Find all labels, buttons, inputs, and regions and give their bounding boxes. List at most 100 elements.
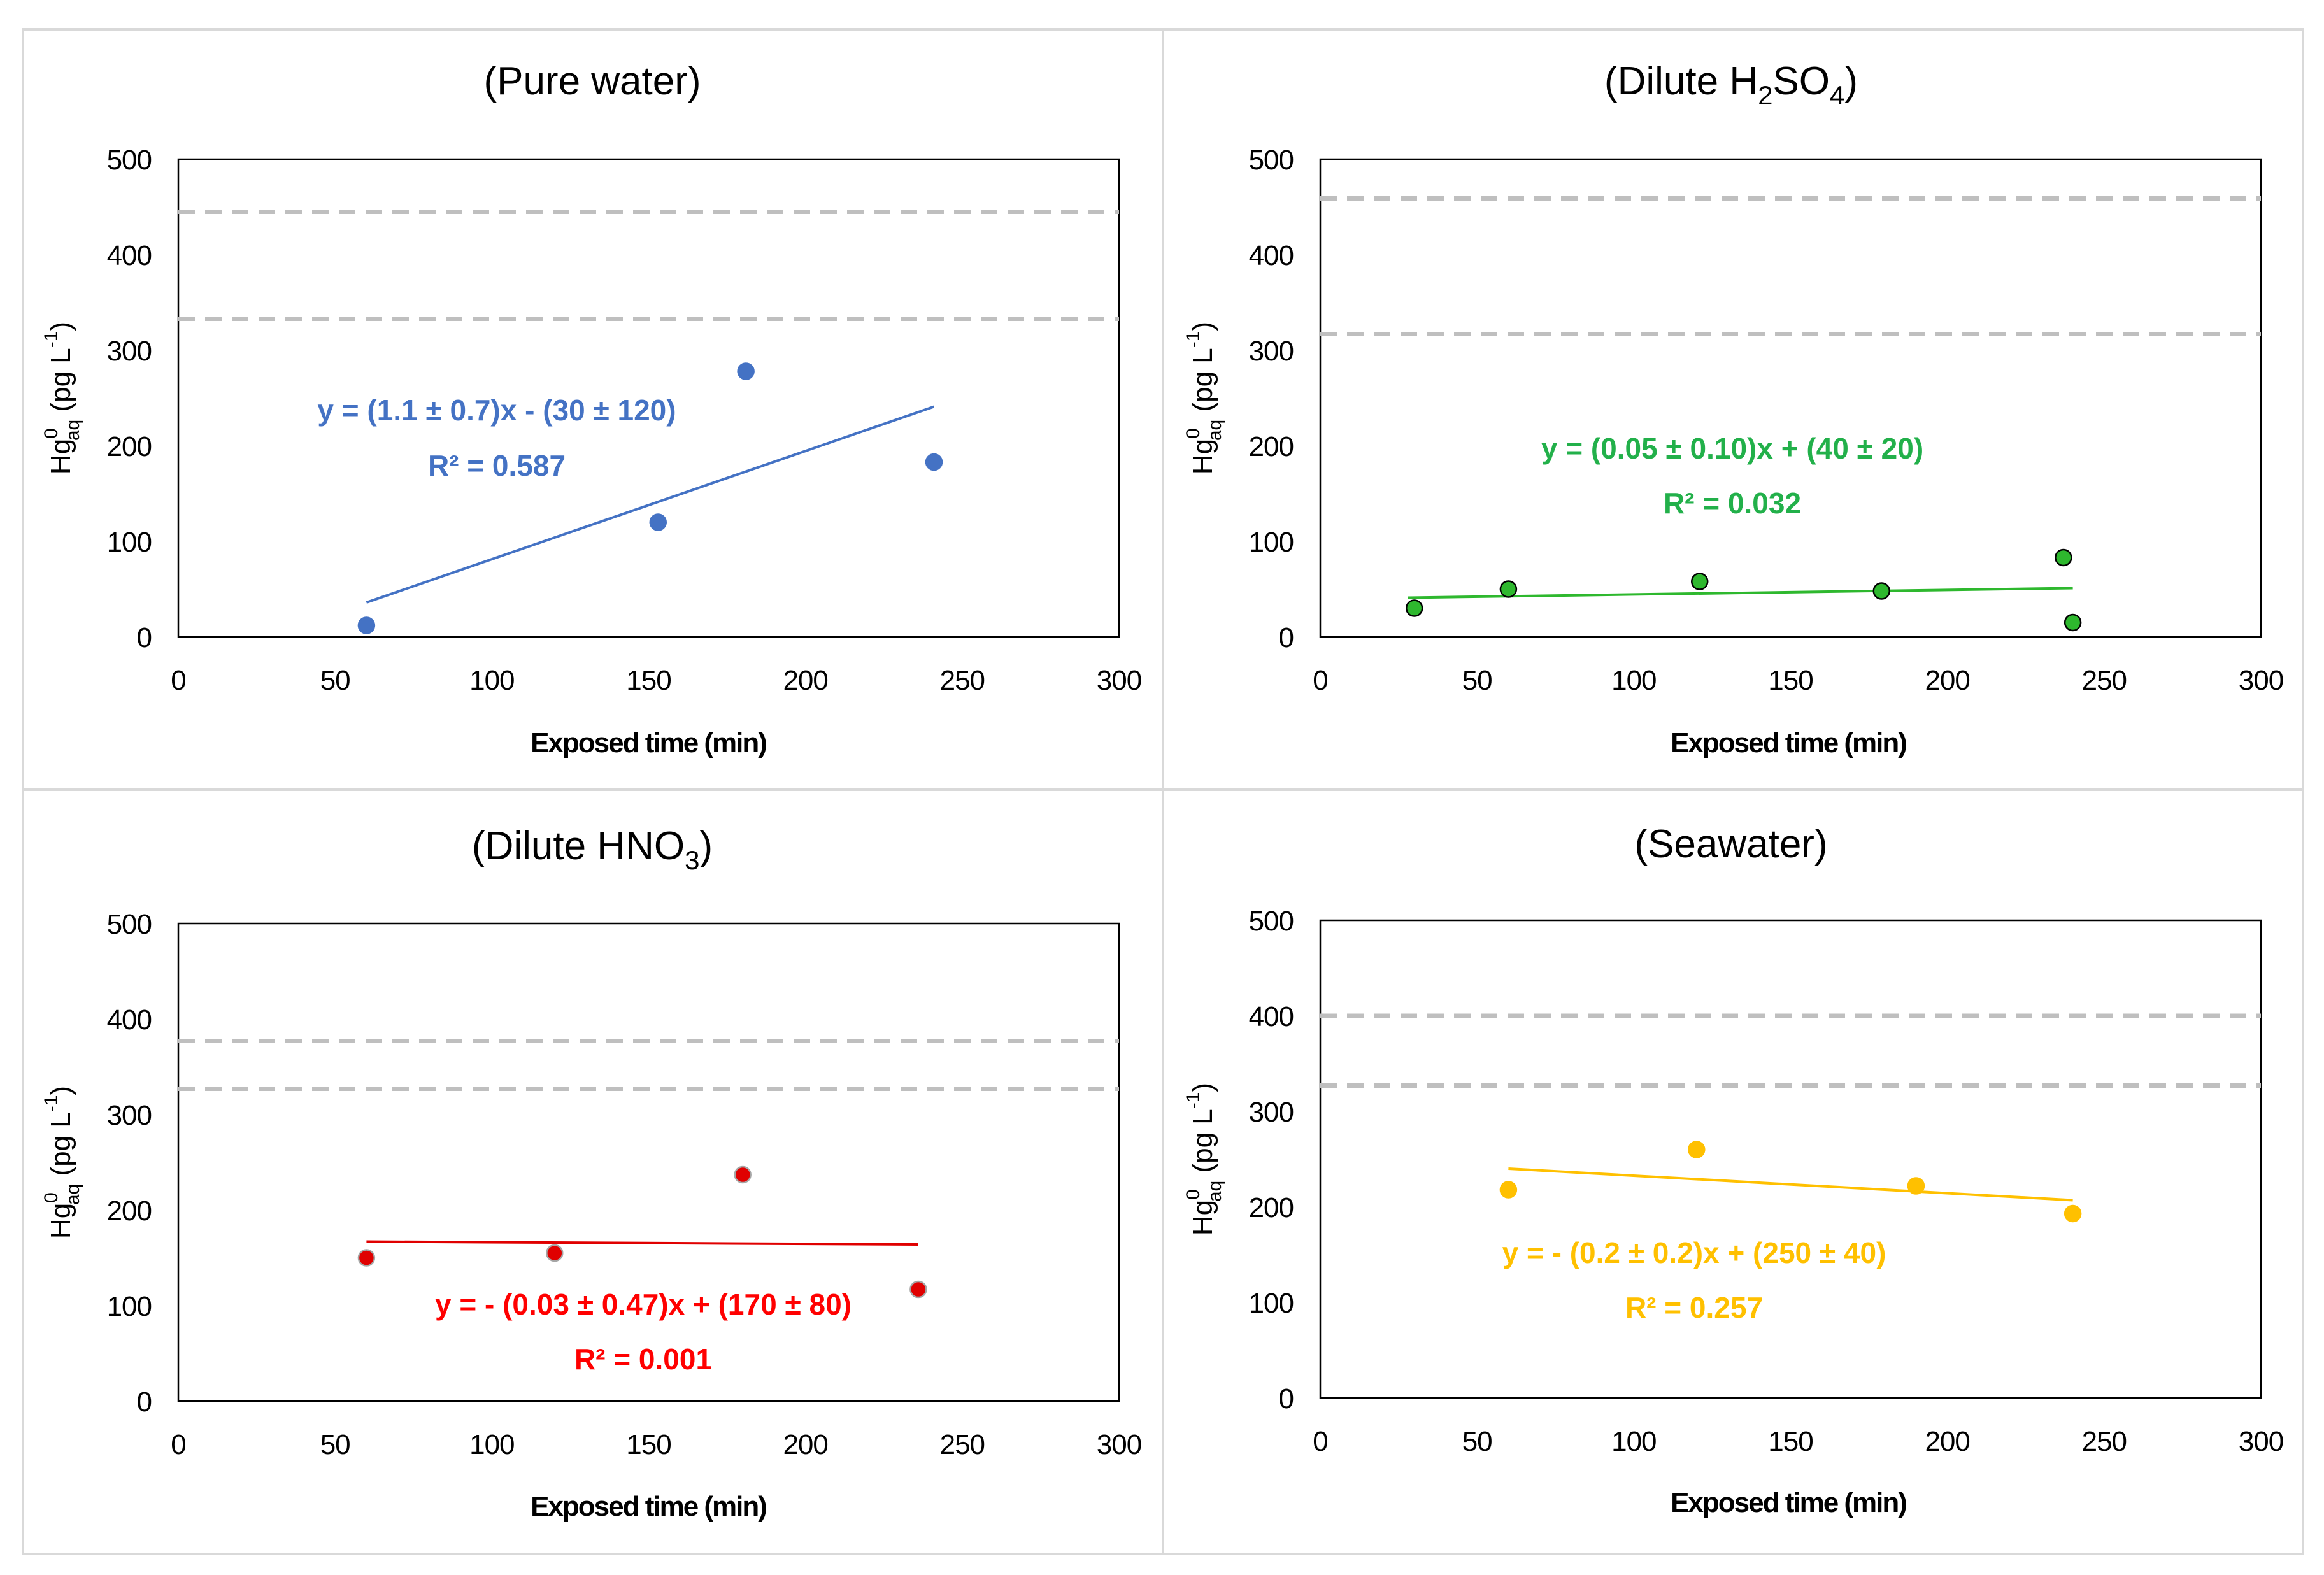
y-axis-title: Hg0aq (pg L-1): [1183, 1083, 1225, 1236]
x-tick-label: 300: [2239, 1426, 2283, 1457]
x-tick-labels: 0 50 100 150 200 250 300: [171, 665, 1142, 696]
x-tick-label: 150: [626, 1429, 671, 1460]
x-tick-label: 0: [171, 665, 185, 696]
y-tick-labels: 0 100 200 300 400 500: [1249, 145, 1294, 653]
trendline: [366, 405, 935, 604]
x-tick-label: 250: [940, 665, 985, 696]
data-point: [357, 616, 376, 634]
trendline-equation: y = (1.1 ± 0.7)x - (30 ± 120): [317, 394, 676, 427]
y-tick-label: 500: [107, 909, 152, 940]
x-tick-labels: 0 50 100 150 200 250 300: [1313, 665, 2284, 696]
y-tick-label: 400: [107, 1004, 152, 1036]
panel-title: (Seawater): [1634, 822, 1827, 866]
trendline-r2: R² = 0.032: [1664, 487, 1801, 520]
x-tick-label: 300: [2239, 665, 2283, 696]
panel-title: (Pure water): [483, 59, 701, 103]
y-axis-title: Hg0aq (pg L-1): [41, 322, 83, 474]
y-tick-label: 200: [1249, 431, 1294, 462]
trendline-group: [366, 405, 935, 604]
data-point: [909, 1280, 927, 1299]
x-tick-label: 100: [1611, 665, 1656, 696]
data-point: [1907, 1177, 1925, 1195]
x-axis-title: Exposed time (min): [1671, 727, 1906, 759]
panel-title: (Dilute HNO3): [472, 824, 713, 875]
x-tick-label: 200: [783, 1429, 827, 1460]
reference-lines: [178, 210, 1119, 321]
y-tick-label: 100: [107, 1291, 152, 1322]
y-axis-title: Hg0aq (pg L-1): [1183, 322, 1225, 474]
y-tick-label: 400: [107, 240, 152, 271]
trendline: [366, 1240, 918, 1246]
reference-lines: [1320, 196, 2261, 336]
x-tick-label: 200: [783, 665, 827, 696]
y-tick-label: 200: [107, 1195, 152, 1227]
y-axis-title: Hg0aq (pg L-1): [41, 1086, 83, 1239]
data-point: [2055, 548, 2072, 567]
y-tick-labels: 0 100 200 300 400 500: [107, 909, 152, 1418]
x-tick-label: 300: [1097, 665, 1141, 696]
x-axis-title: Exposed time (min): [1671, 1487, 1906, 1518]
panel-title: (Dilute H2SO4): [1604, 59, 1858, 110]
y-tick-label: 100: [1249, 527, 1294, 558]
y-tick-label: 100: [107, 527, 152, 558]
x-tick-label: 0: [171, 1429, 185, 1460]
y-tick-label: 300: [107, 1100, 152, 1131]
plot-area: [177, 922, 1120, 1402]
trendline-equation: y = - (0.2 ± 0.2)x + (250 ± 40): [1502, 1236, 1886, 1269]
x-tick-labels: 0 50 100 150 200 250 300: [171, 1429, 1142, 1460]
trendline-group: [366, 1240, 918, 1246]
trendline-equation: y = (0.05 ± 0.10)x + (40 ± 20): [1541, 432, 1923, 465]
x-tick-label: 250: [2082, 1426, 2127, 1457]
x-tick-label: 300: [1097, 1429, 1141, 1460]
data-point: [649, 513, 667, 531]
reference-lines: [1320, 1013, 2261, 1088]
y-tick-label: 0: [137, 622, 152, 653]
data-points: [357, 1165, 927, 1299]
trendline: [1408, 587, 2073, 599]
data-point: [737, 362, 755, 380]
x-tick-label: 100: [1611, 1426, 1656, 1457]
x-tick-labels: 0 50 100 150 200 250 300: [1313, 1426, 2284, 1457]
data-point: [1499, 580, 1518, 598]
trendline-equation: y = - (0.03 ± 0.47)x + (170 ± 80): [435, 1288, 852, 1321]
y-axis-title-text: Hg0aq (pg L-1): [41, 1086, 83, 1239]
y-tick-label: 300: [1249, 336, 1294, 367]
y-tick-label: 300: [107, 336, 152, 367]
trendline-group: [1508, 1167, 2073, 1202]
data-point: [2064, 1204, 2082, 1223]
data-points: [1405, 548, 2082, 632]
y-axis-title-text: Hg0aq (pg L-1): [1183, 322, 1225, 474]
x-tick-label: 250: [940, 1429, 985, 1460]
data-point: [2064, 613, 2082, 632]
x-tick-label: 100: [469, 665, 514, 696]
trendline-r2: R² = 0.587: [428, 449, 566, 482]
panel-border: [1162, 788, 2304, 1555]
x-axis-title: Exposed time (min): [531, 727, 766, 759]
y-tick-label: 100: [1249, 1288, 1294, 1319]
x-tick-label: 200: [1925, 665, 1969, 696]
data-point: [1690, 573, 1709, 590]
data-points: [1499, 1141, 2082, 1223]
data-point: [734, 1165, 752, 1184]
y-tick-labels: 0 100 200 300 400 500: [1249, 906, 1294, 1415]
y-tick-label: 0: [1279, 1383, 1294, 1415]
y-tick-label: 300: [1249, 1097, 1294, 1128]
plot-area: [177, 158, 1120, 638]
trendline-r2: R² = 0.001: [574, 1343, 712, 1376]
reference-lines: [178, 1039, 1119, 1091]
trendline-r2: R² = 0.257: [1625, 1291, 1763, 1324]
panel-seawater: (Seawater) 0 100 200 300 400 500 0 50 100 150 200…: [1162, 788, 2304, 1555]
panel-dilute-hno3: (Dilute HNO3) 0 100 200 300 400 500 0 50 100 150…: [22, 788, 1164, 1555]
y-tick-label: 0: [137, 1386, 152, 1418]
x-tick-label: 250: [2082, 665, 2127, 696]
trendline: [1508, 1167, 2073, 1202]
data-point: [546, 1244, 564, 1262]
y-tick-label: 0: [1279, 622, 1294, 653]
panel-pure-water: (Pure water) 0 100 200 300 400 500 0 50 100 150 2…: [22, 28, 1164, 791]
x-tick-label: 50: [320, 665, 350, 696]
data-point: [1872, 582, 1891, 600]
x-tick-label: 50: [1462, 1426, 1492, 1457]
plot-area: [1319, 919, 2262, 1399]
y-tick-label: 400: [1249, 240, 1294, 271]
